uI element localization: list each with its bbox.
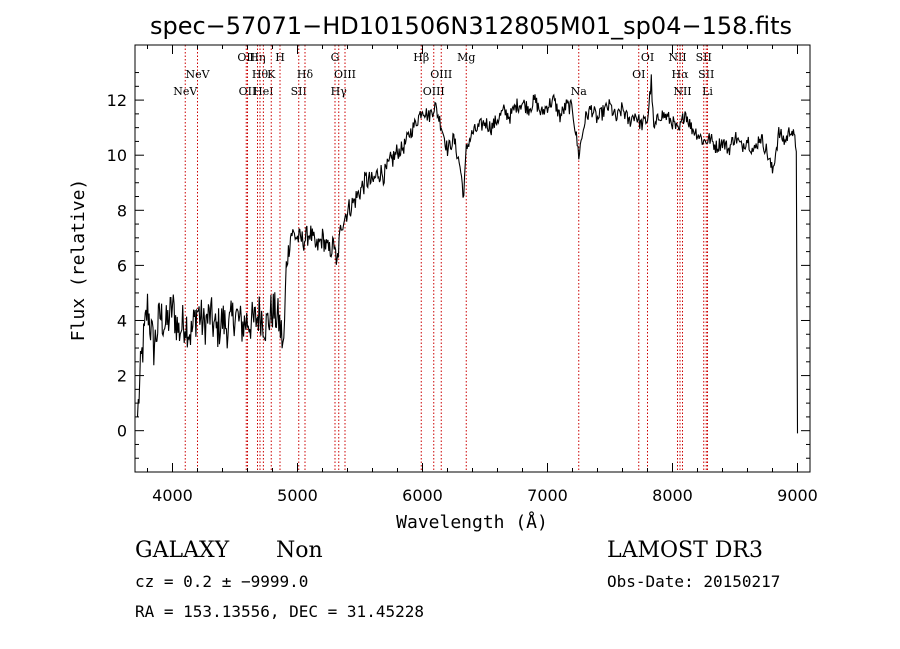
line-label-6: HeI (253, 85, 273, 98)
object-class: GALAXY (135, 538, 230, 563)
x-tick-label-4: 8000 (652, 486, 693, 505)
line-label-18: Na (571, 85, 588, 98)
line-label-10: Hδ (297, 68, 314, 81)
object-subclass: Non (276, 538, 323, 563)
x-tick-label-0: 4000 (152, 486, 193, 505)
line-label-5: Hθ (252, 68, 269, 81)
line-label-20: OI (641, 51, 654, 64)
line-label-22: Hα (671, 68, 689, 81)
line-label-2: OII (237, 51, 255, 64)
x-tick-label-2: 6000 (402, 486, 443, 505)
line-label-3: OII (239, 85, 257, 98)
line-label-8: H (275, 51, 285, 64)
line-label-15: OIII (423, 85, 445, 98)
line-label-23: NII (673, 85, 691, 98)
y-tick-label-2: 4 (117, 311, 127, 330)
line-label-21: NII (668, 51, 686, 64)
y-tick-label-5: 10 (107, 146, 127, 165)
line-label-0: NeV (173, 85, 198, 98)
y-axis-label: Flux (relative) (68, 179, 89, 342)
line-label-4: Hη (249, 51, 265, 64)
line-label-24: SII (696, 51, 712, 64)
line-label-1: NeV (185, 68, 210, 81)
spectral-line-markers: NeVNeVOIIOIIHηHθHeIKHSIIHδGHγOIIIHβOIIIO… (173, 45, 714, 472)
line-label-11: G (331, 51, 340, 64)
y-tick-label-6: 12 (107, 91, 127, 110)
x-axis: 4000 5000 6000 7000 8000 9000 (147, 45, 818, 505)
line-label-7: K (267, 68, 276, 81)
x-axis-label: Wavelength (Å) (396, 511, 548, 533)
x-tick-label-3: 7000 (527, 486, 568, 505)
line-label-16: OIII (430, 68, 452, 81)
x-tick-label-1: 5000 (277, 486, 318, 505)
line-label-17: Mg (457, 51, 475, 64)
redshift-line: cz = 0.2 ± −9999.0 (135, 572, 309, 591)
x-tick-label-5: 9000 (777, 486, 818, 505)
y-axis: 0 2 4 6 8 10 12 (107, 72, 810, 459)
line-label-25: SII (698, 68, 714, 81)
line-label-26: Li (702, 85, 713, 98)
survey-name: LAMOST DR3 (607, 538, 763, 563)
y-tick-label-3: 6 (117, 256, 127, 275)
y-tick-label-0: 0 (117, 422, 127, 441)
line-label-14: Hβ (413, 51, 429, 64)
chart-title: spec−57071−HD101506N312805M01_sp04−158.f… (150, 12, 792, 40)
line-label-9: SII (291, 85, 307, 98)
coordinates: RA = 153.13556, DEC = 31.45228 (135, 602, 424, 621)
y-tick-label-1: 2 (117, 367, 127, 386)
plot-frame (134, 44, 811, 473)
y-tick-label-4: 8 (117, 201, 127, 220)
line-label-13: OIII (334, 68, 356, 81)
line-label-19: OI (632, 68, 645, 81)
line-label-12: Hγ (331, 85, 348, 98)
obs-date: Obs-Date: 20150217 (607, 572, 781, 591)
spectrum-line (136, 74, 799, 434)
